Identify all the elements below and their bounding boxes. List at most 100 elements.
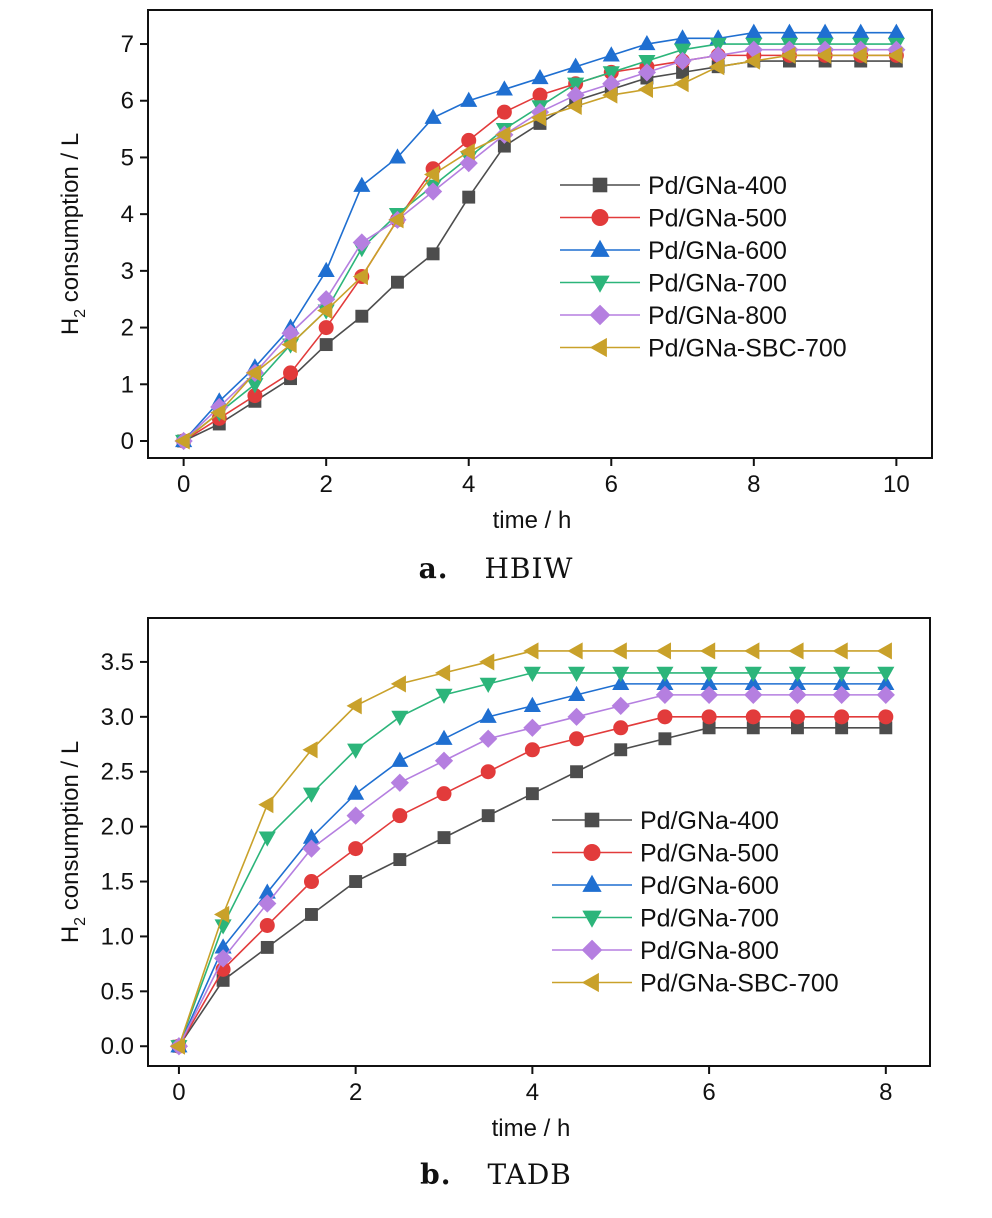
chart-a-data-point bbox=[352, 233, 371, 252]
chart-b-legend-marker bbox=[582, 910, 602, 928]
caption-a-letter: a. bbox=[418, 552, 449, 585]
chart-b-series-4 bbox=[170, 666, 895, 1056]
chart-a-legend-label: Pd/GNa-800 bbox=[648, 302, 787, 330]
chart-a-data-point bbox=[388, 211, 404, 229]
chart-a-y-tick-label: 4 bbox=[121, 201, 134, 228]
chart-b-data-point bbox=[479, 677, 497, 693]
chart-a-data-point bbox=[709, 58, 725, 76]
chart-b-x-tick-label: 6 bbox=[702, 1079, 715, 1106]
chart-b-data-point bbox=[302, 839, 321, 858]
chart-b-data-point bbox=[877, 666, 895, 682]
chart-a-data-point bbox=[353, 176, 371, 192]
chart-a-data-point bbox=[459, 143, 475, 161]
chart-a-data-point bbox=[281, 336, 297, 354]
chart-b-data-point bbox=[349, 875, 363, 888]
caption-b-text: TADB bbox=[487, 1158, 572, 1191]
chart-b-y-tick-label: 1.0 bbox=[101, 923, 134, 950]
chart-b-data-point bbox=[744, 666, 762, 682]
chart-a-y-tick-label: 2 bbox=[121, 315, 134, 342]
chart-b-x-tick-label: 2 bbox=[349, 1079, 362, 1106]
chart-b-x-tick-label: 4 bbox=[526, 1079, 539, 1106]
chart-a-data-point bbox=[567, 57, 585, 73]
chart-a-legend-marker bbox=[589, 337, 607, 358]
chart-b-data-point bbox=[567, 685, 586, 701]
chart-a-data-point bbox=[391, 275, 404, 289]
caption-a: a. HBIW bbox=[0, 552, 992, 585]
chart-a-data-point bbox=[780, 23, 799, 39]
chart-b-data-point bbox=[878, 709, 894, 725]
chart-b-data-point bbox=[346, 697, 362, 715]
chart-b-data-point bbox=[700, 666, 718, 682]
chart-b-data-point bbox=[567, 642, 583, 660]
chart-b: 0 2 4 6 8 0.0 0.5 1.0 1.5 2.0 2.5 3.0 3.5 time / h H2 … bbox=[57, 617, 931, 1142]
chart-a-data-point bbox=[816, 46, 832, 64]
chart-a-x-tick-label: 10 bbox=[883, 471, 910, 498]
chart-a-data-point bbox=[673, 75, 689, 93]
chart-b-data-point bbox=[391, 710, 409, 726]
figure-b: 0 2 4 6 8 0.0 0.5 1.0 1.5 2.0 2.5 3.0 3.5 time / h H2 … bbox=[0, 600, 992, 1218]
chart-b-data-point bbox=[656, 666, 674, 682]
chart-b-series-line bbox=[178, 727, 886, 1047]
chart-b-data-point bbox=[259, 917, 275, 933]
chart-b-y-tick-label: 0.0 bbox=[101, 1033, 134, 1060]
chart-b-legend-label: Pd/GNa-600 bbox=[640, 872, 779, 900]
chart-a-data-point bbox=[388, 148, 407, 164]
chart-a-y-tick-label: 3 bbox=[121, 258, 134, 285]
chart-b-data-point bbox=[437, 831, 451, 845]
chart-b-data-point bbox=[567, 666, 586, 682]
chart-a-data-point bbox=[352, 267, 368, 286]
chart-b-legend-label: Pd/GNa-400 bbox=[640, 807, 779, 835]
chart-a: 0 2 4 6 8 10 0 1 2 3 4 5 6 7 time / h H2 consumption / … bbox=[57, 9, 933, 534]
chart-b-y-tick-label: 2.0 bbox=[101, 814, 134, 841]
chart-b-data-point bbox=[569, 731, 585, 747]
chart-b-data-point bbox=[214, 949, 233, 968]
chart-b-legend-marker bbox=[584, 812, 600, 828]
chart-b-legend: Pd/GNa-400 Pd/GNa-500 Pd/GNa-600 Pd/GNa-700… bbox=[552, 807, 839, 998]
chart-b-data-point bbox=[302, 741, 318, 759]
chart-b-y-tick-label: 3.5 bbox=[101, 649, 134, 676]
chart-b-data-point bbox=[390, 773, 409, 792]
chart-a-legend-label: Pd/GNa-600 bbox=[648, 237, 787, 265]
chart-b-data-point bbox=[390, 675, 406, 693]
chart-b-y-tick-label: 1.5 bbox=[101, 869, 134, 896]
chart-a-data-point bbox=[355, 309, 369, 323]
chart-b-data-point bbox=[480, 764, 496, 780]
chart-a-data-point bbox=[495, 80, 513, 96]
chart-b-data-point bbox=[876, 642, 892, 660]
chart-b-data-point bbox=[434, 751, 454, 770]
chart-b-data-point bbox=[305, 908, 318, 921]
chart-a-y-tick-label: 0 bbox=[121, 428, 134, 455]
chart-a-x-tick-label: 4 bbox=[462, 471, 475, 498]
chart-a-data-point bbox=[567, 77, 585, 93]
chart-b-data-point bbox=[655, 685, 675, 704]
chart-b-data-point bbox=[434, 664, 451, 682]
chart-a-data-point bbox=[426, 247, 440, 261]
chart-a-legend-marker bbox=[590, 239, 610, 257]
chart-b-data-point bbox=[570, 765, 584, 779]
chart-a-data-point bbox=[887, 23, 905, 39]
chart-b-legend-label: Pd/GNa-SBC-700 bbox=[640, 970, 839, 998]
chart-a-data-point bbox=[638, 54, 656, 71]
chart-a-data-point bbox=[673, 29, 692, 45]
chart-a-data-point bbox=[637, 63, 657, 82]
chart-b-data-point bbox=[876, 685, 895, 704]
chart-a-y-tick-label: 7 bbox=[121, 31, 134, 58]
chart-b-x-axis-label: time / h bbox=[492, 1115, 571, 1142]
chart-a-legend-label: Pd/GNa-SBC-700 bbox=[648, 335, 847, 363]
chart-b-legend-marker bbox=[581, 972, 599, 993]
chart-a-y-tick-label: 5 bbox=[121, 144, 134, 171]
chart-b-data-point bbox=[258, 894, 277, 913]
chart-b-data-point bbox=[523, 718, 542, 737]
chart-a-data-point bbox=[637, 80, 654, 98]
chart-a-data-point bbox=[283, 365, 299, 381]
chart-b-data-point bbox=[523, 666, 541, 682]
chart-b-data-point bbox=[699, 685, 719, 704]
chart-b-data-point bbox=[481, 809, 495, 823]
chart-a-data-point bbox=[602, 66, 620, 82]
chart-b-legend-marker bbox=[581, 939, 603, 961]
chart-b-data-point bbox=[788, 685, 807, 704]
chart-a-data-point bbox=[744, 52, 760, 70]
chart-b-data-point bbox=[613, 720, 629, 736]
chart-a-data-point bbox=[851, 46, 867, 64]
chart-a-data-point bbox=[602, 86, 618, 104]
